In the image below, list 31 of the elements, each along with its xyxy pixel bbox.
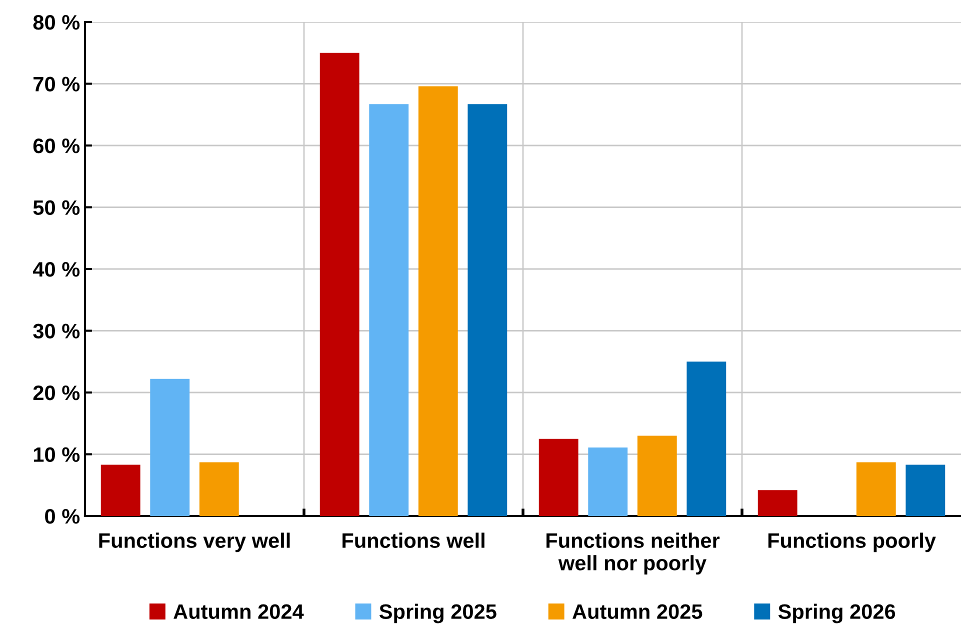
bar <box>538 438 578 516</box>
y-tick-label: 30 % <box>33 324 80 339</box>
bar <box>637 436 677 516</box>
bar <box>100 464 140 516</box>
y-tick-label: 70 % <box>34 76 80 92</box>
x-tick-label: Functions neither well nor poorly <box>546 532 720 575</box>
legend-label: Autumn 2025 <box>572 604 702 620</box>
x-tick-label: Functions poorly <box>768 532 936 552</box>
bar <box>468 104 508 516</box>
x-tick-label: Functions well <box>342 532 484 548</box>
legend-label: Spring 2025 <box>379 604 496 624</box>
y-tick-label: 20 % <box>33 386 80 400</box>
y-tick-label: 50 % <box>33 200 80 216</box>
y-tick-label: 0 % <box>45 509 80 524</box>
bar <box>369 104 409 516</box>
bar <box>199 462 239 516</box>
x-tick-label: Functions very well <box>99 532 290 552</box>
bar <box>906 464 946 516</box>
bar <box>320 52 360 516</box>
y-tick-label: 80 % <box>33 15 80 30</box>
y-tick-label: 10 % <box>34 447 80 462</box>
bar <box>588 447 628 516</box>
y-tick-label: 40 % <box>32 262 80 277</box>
legend-label: Spring 2026 <box>778 604 896 624</box>
legend-label: Autumn 2024 <box>174 604 304 620</box>
bar <box>418 86 458 516</box>
y-tick-label: 60 % <box>33 138 80 154</box>
bar <box>758 490 798 516</box>
bar <box>856 462 896 516</box>
bar <box>686 362 726 516</box>
bar <box>150 378 190 516</box>
